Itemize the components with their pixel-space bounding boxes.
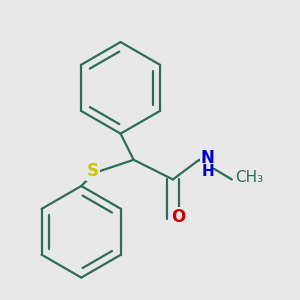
Text: N: N — [201, 149, 214, 167]
Text: O: O — [171, 208, 185, 226]
Text: CH₃: CH₃ — [235, 170, 263, 185]
Text: S: S — [87, 162, 99, 180]
Text: H: H — [202, 164, 214, 179]
